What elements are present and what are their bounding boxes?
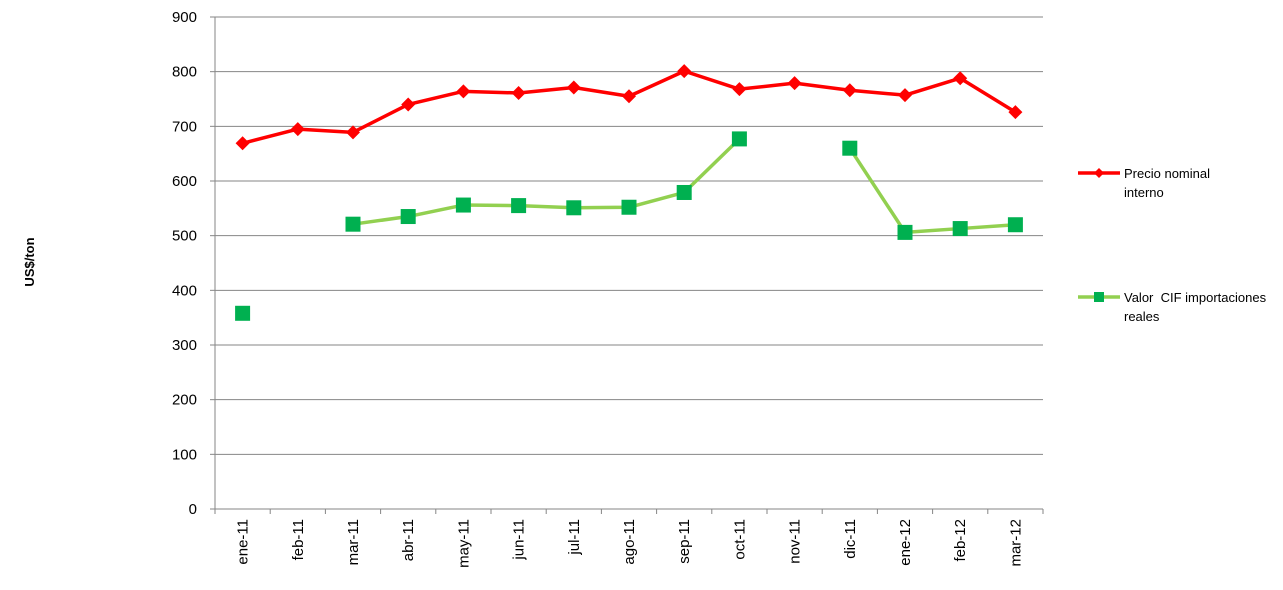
y-tick-label: 900 xyxy=(172,9,197,26)
x-tick-label: mar-11 xyxy=(345,519,362,565)
legend-marker xyxy=(1094,292,1104,302)
marker xyxy=(290,122,305,137)
marker xyxy=(731,131,747,147)
x-tick-label: nov-11 xyxy=(787,519,804,564)
marker xyxy=(842,140,858,156)
marker xyxy=(1008,105,1023,120)
x-tick-label: sep-11 xyxy=(676,519,693,564)
legend-marker xyxy=(1094,168,1104,178)
marker xyxy=(952,221,968,237)
x-tick-label: jun-11 xyxy=(511,519,528,561)
marker xyxy=(235,305,251,321)
x-tick-label: ene-12 xyxy=(897,519,914,566)
marker xyxy=(787,76,802,91)
marker xyxy=(511,198,527,214)
y-tick-label: 0 xyxy=(189,501,197,518)
x-tick-label: dic-11 xyxy=(842,519,859,559)
y-tick-label: 200 xyxy=(172,392,197,409)
y-tick-label: 500 xyxy=(172,228,197,245)
x-tick-label: may-11 xyxy=(455,519,472,568)
marker xyxy=(897,224,913,240)
marker xyxy=(898,88,912,103)
marker xyxy=(235,136,250,151)
x-tick-label: ene-11 xyxy=(235,519,252,565)
y-axis-label: US$/ton xyxy=(22,237,37,286)
marker xyxy=(346,125,360,140)
x-tick-label: feb-11 xyxy=(290,519,307,560)
marker xyxy=(676,184,692,200)
marker xyxy=(842,83,857,98)
x-tick-label: oct-11 xyxy=(731,519,748,560)
marker xyxy=(566,80,581,95)
marker xyxy=(566,200,582,216)
x-tick-label: feb-12 xyxy=(952,519,969,562)
y-tick-label: 800 xyxy=(172,64,197,81)
x-tick-label: jul-11 xyxy=(566,519,583,556)
marker xyxy=(456,84,471,99)
y-tick-label: 300 xyxy=(172,337,197,354)
y-tick-label: 700 xyxy=(172,118,197,135)
marker xyxy=(732,82,747,97)
legend-label: Precio nominal interno xyxy=(1124,166,1214,200)
marker xyxy=(953,71,968,86)
marker xyxy=(400,209,416,225)
x-tick-label: mar-12 xyxy=(1007,519,1024,567)
marker xyxy=(1007,217,1023,233)
marker xyxy=(455,197,471,213)
marker xyxy=(621,199,637,215)
legend-label: Valor CIF importaciones reales xyxy=(1124,290,1270,324)
marker xyxy=(345,216,361,232)
y-tick-label: 400 xyxy=(172,282,197,299)
marker xyxy=(622,89,636,104)
series-line xyxy=(352,137,1016,235)
marker xyxy=(401,97,416,112)
x-tick-label: abr-11 xyxy=(400,519,417,561)
marker xyxy=(511,85,526,100)
y-tick-label: 100 xyxy=(172,446,197,463)
marker xyxy=(677,64,692,79)
x-tick-label: ago-11 xyxy=(621,519,638,565)
y-tick-label: 600 xyxy=(172,173,197,190)
